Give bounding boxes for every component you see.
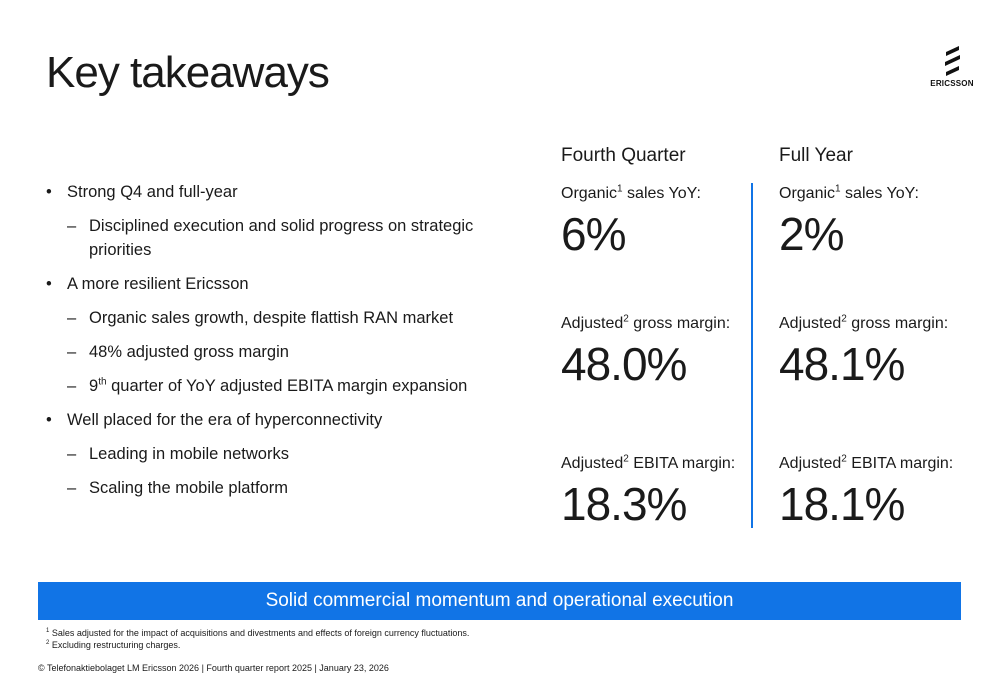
sub-bullet-text-prefix: 9: [89, 377, 99, 395]
fourth-quarter-heading: Fourth Quarter: [561, 145, 686, 166]
dash-mark: –: [67, 377, 77, 395]
logo-wordmark: ERICSSON: [930, 79, 974, 88]
page-title: Key takeaways: [46, 48, 330, 97]
bullet-mark: •: [46, 183, 52, 201]
bullet-mark: •: [46, 411, 52, 429]
footnote-1: 1 Sales adjusted for the impact of acqui…: [46, 628, 470, 638]
takeaways-list: • Strong Q4 and full-year – Disciplined …: [46, 180, 516, 510]
list-item: – Scaling the mobile platform: [46, 476, 516, 500]
list-item: – 48% adjusted gross margin: [46, 340, 516, 364]
list-item: – 9th quarter of YoY adjusted EBITA marg…: [46, 374, 516, 398]
full-year-heading: Full Year: [779, 145, 853, 166]
dash-mark: –: [67, 343, 77, 361]
metric-label: Adjusted2 gross margin:: [561, 313, 731, 332]
metric-label: Adjusted2 EBITA margin:: [561, 453, 736, 472]
ordinal-superscript: th: [98, 376, 107, 388]
ebita-margin-value: 18.3%: [561, 478, 687, 530]
sub-bullet-text: 48% adjusted gross margin: [89, 343, 289, 361]
bullet-mark: •: [46, 275, 52, 293]
gross-margin-value: 48.0%: [561, 338, 687, 390]
bullet-text: Well placed for the era of hyperconnecti…: [67, 411, 383, 429]
sub-bullet-text: Scaling the mobile platform: [89, 479, 289, 497]
gross-margin-metric: Adjusted2 gross margin: 48.0%: [561, 314, 730, 390]
fourth-quarter-column: Fourth Quarter Organic1 sales YoY: 6% Ad…: [561, 144, 761, 530]
metric-label: Adjusted2 EBITA margin:: [779, 453, 954, 472]
dash-mark: –: [67, 445, 77, 463]
dash-mark: –: [67, 479, 77, 497]
summary-banner: Solid commercial momentum and operationa…: [38, 582, 961, 620]
bullet-text: A more resilient Ericsson: [67, 275, 249, 293]
list-item: – Leading in mobile networks: [46, 442, 516, 466]
list-item: – Organic sales growth, despite flattish…: [46, 306, 516, 330]
full-year-column: Full Year Organic1 sales YoY: 2% Adjuste…: [779, 144, 979, 530]
gross-margin-metric: Adjusted2 gross margin: 48.1%: [779, 314, 948, 390]
organic-sales-metric: Organic1 sales YoY: 6%: [561, 184, 701, 260]
list-item: • Strong Q4 and full-year: [46, 180, 516, 204]
list-item: • A more resilient Ericsson: [46, 272, 516, 296]
ebita-margin-value: 18.1%: [779, 478, 905, 530]
column-divider: [751, 183, 753, 528]
sub-bullet-text: Organic sales growth, despite flattish R…: [89, 309, 454, 327]
metric-label: Organic1 sales YoY:: [779, 183, 919, 202]
metric-label: Organic1 sales YoY:: [561, 183, 701, 202]
organic-sales-metric: Organic1 sales YoY: 2%: [779, 184, 919, 260]
metric-label: Adjusted2 gross margin:: [779, 313, 949, 332]
ericsson-logo-icon: [945, 46, 960, 76]
ebita-margin-metric: Adjusted2 EBITA margin: 18.3%: [561, 454, 735, 530]
footnote-2: 2 Excluding restructuring charges.: [46, 640, 181, 650]
copyright-footer: © Telefonaktiebolaget LM Ericsson 2026 |…: [38, 663, 389, 673]
sub-bullet-text: Disciplined execution and solid progress…: [89, 217, 474, 259]
sub-bullet-text: Leading in mobile networks: [89, 445, 289, 463]
organic-sales-value: 6%: [561, 208, 626, 260]
sub-bullet-text: quarter of YoY adjusted EBITA margin exp…: [106, 377, 468, 395]
organic-sales-value: 2%: [779, 208, 844, 260]
list-item: • Well placed for the era of hyperconnec…: [46, 408, 516, 432]
ericsson-logo: ERICSSON: [930, 46, 974, 90]
dash-mark: –: [67, 217, 77, 235]
bullet-text: Strong Q4 and full-year: [67, 183, 238, 201]
list-item: – Disciplined execution and solid progre…: [46, 214, 516, 262]
ebita-margin-metric: Adjusted2 EBITA margin: 18.1%: [779, 454, 953, 530]
dash-mark: –: [67, 309, 77, 327]
gross-margin-value: 48.1%: [779, 338, 905, 390]
